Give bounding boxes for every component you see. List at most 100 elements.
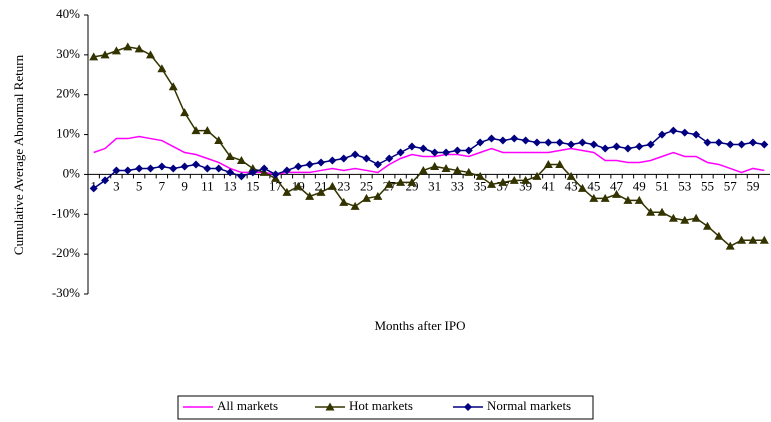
marker [135, 164, 144, 173]
x-tick-label: 35 [474, 178, 487, 193]
legend-label: All markets [217, 398, 278, 413]
marker [260, 164, 269, 173]
marker [543, 159, 553, 168]
marker [532, 171, 542, 180]
marker [464, 146, 473, 155]
marker [226, 168, 235, 177]
marker [327, 181, 337, 190]
marker [430, 161, 440, 170]
marker [134, 44, 144, 53]
marker [544, 138, 553, 147]
marker [680, 128, 689, 137]
y-tick-label: -30% [52, 285, 80, 300]
x-tick-label: 45 [587, 178, 600, 193]
marker [362, 154, 371, 163]
x-tick-label: 7 [159, 178, 166, 193]
marker [623, 144, 632, 153]
x-tick-label: 49 [633, 178, 646, 193]
marker [577, 183, 587, 192]
marker [521, 136, 530, 145]
marker [111, 46, 121, 55]
marker [612, 189, 622, 198]
series-line [93, 135, 765, 176]
x-tick-label: 41 [542, 178, 555, 193]
marker [726, 140, 735, 149]
marker [236, 155, 246, 164]
marker [157, 64, 167, 73]
y-tick-label: 0% [63, 165, 81, 180]
marker [737, 235, 747, 244]
marker [351, 150, 360, 159]
y-axis-title: Cumulative Average Abnormal Return [11, 54, 26, 255]
marker [714, 231, 724, 240]
marker [498, 136, 507, 145]
x-tick-label: 9 [181, 178, 188, 193]
marker [658, 130, 667, 139]
marker [225, 151, 235, 160]
marker [146, 164, 155, 173]
marker [635, 142, 644, 151]
marker [112, 166, 121, 175]
marker [760, 140, 769, 149]
legend-box [177, 395, 594, 420]
marker [191, 126, 201, 135]
marker [475, 171, 485, 180]
x-tick-label: 21 [315, 178, 328, 193]
marker [748, 138, 757, 147]
marker [702, 221, 712, 230]
y-tick-label: 40% [56, 6, 80, 21]
y-tick-label: -10% [52, 205, 80, 220]
marker [123, 166, 132, 175]
marker [691, 213, 701, 222]
marker [464, 403, 472, 411]
marker [646, 140, 655, 149]
y-tick-label: 30% [56, 46, 80, 61]
marker [373, 191, 383, 200]
marker [407, 177, 417, 186]
marker [101, 176, 110, 185]
marker [305, 191, 315, 200]
marker [373, 160, 382, 169]
marker [123, 42, 133, 51]
marker [248, 163, 258, 172]
marker [271, 170, 280, 179]
marker [487, 179, 497, 188]
marker [430, 148, 439, 157]
marker [237, 172, 246, 181]
marker [361, 193, 371, 202]
x-tick-label: 57 [724, 178, 738, 193]
marker [248, 168, 257, 177]
marker [498, 177, 508, 186]
x-axis-title: Months after IPO [375, 318, 466, 333]
marker [509, 175, 519, 184]
marker [521, 175, 531, 184]
marker [191, 160, 200, 169]
marker [555, 138, 564, 147]
marker [407, 142, 416, 151]
x-tick-label: 5 [136, 178, 143, 193]
y-tick-label: 10% [56, 126, 80, 141]
marker [748, 235, 758, 244]
marker [350, 201, 360, 210]
marker [464, 167, 474, 176]
marker [169, 164, 178, 173]
marker [669, 126, 678, 135]
x-tick-label: 47 [610, 178, 624, 193]
marker [737, 140, 746, 149]
marker [418, 165, 428, 174]
marker [589, 193, 599, 202]
x-tick-label: 51 [656, 178, 669, 193]
marker [180, 162, 189, 171]
marker [612, 142, 621, 151]
marker [385, 154, 394, 163]
marker [532, 138, 541, 147]
marker [100, 50, 110, 59]
marker [567, 140, 576, 149]
series-line [93, 46, 765, 248]
x-tick-label: 55 [701, 178, 714, 193]
marker [157, 162, 166, 171]
marker [214, 136, 224, 145]
marker [600, 193, 610, 202]
marker [452, 165, 462, 174]
